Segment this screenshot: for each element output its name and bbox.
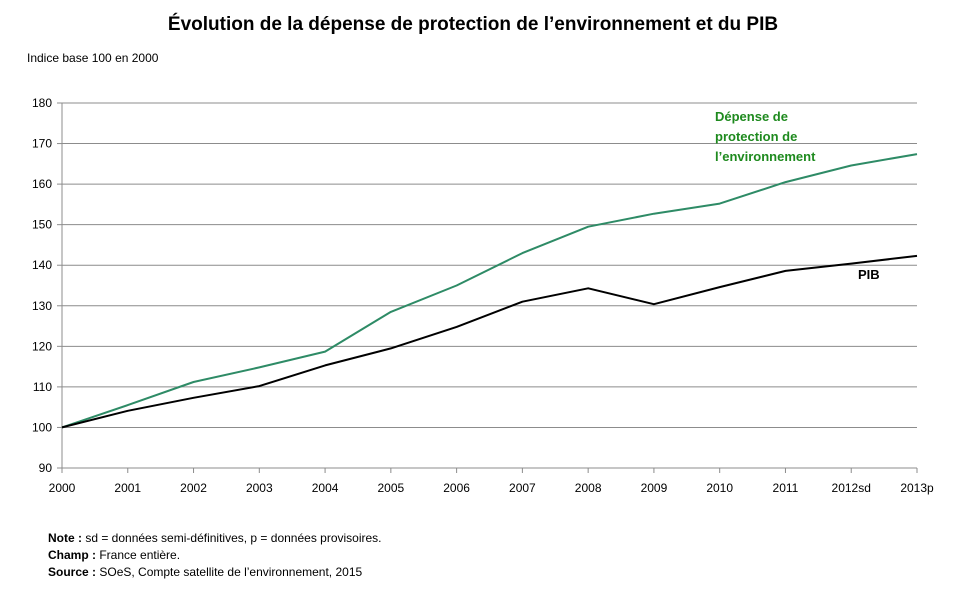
y-tick-label: 140	[32, 258, 52, 272]
series-label-line: PIB	[858, 267, 880, 282]
x-tick-label: 2011	[773, 481, 799, 495]
x-tick-label: 2012sd	[832, 481, 871, 495]
y-tick-labels: 90 100 110 120 130 140 150 160 170 180	[32, 96, 52, 475]
chart-notes: Note : sd = données semi-définitives, p …	[48, 530, 382, 581]
x-tick-label: 2000	[49, 481, 76, 495]
note-label: Note :	[48, 531, 82, 545]
y-tick-label: 110	[33, 380, 52, 394]
x-tick-label: 2006	[443, 481, 470, 495]
note-line: Note : sd = données semi-définitives, p …	[48, 530, 382, 547]
source-text: SOeS, Compte satellite de l’environnemen…	[96, 565, 363, 579]
note-text: sd = données semi-définitives, p = donné…	[82, 531, 382, 545]
x-tick-label: 2003	[246, 481, 273, 495]
champ-label: Champ :	[48, 548, 96, 562]
series-label-line: Dépense de	[715, 109, 788, 124]
x-tick-label: 2005	[377, 481, 404, 495]
series-label-0: Dépense de protection de l’environnement	[715, 109, 816, 164]
axes	[57, 102, 918, 473]
series-label-line: protection de	[715, 129, 797, 144]
x-tick-label: 2002	[180, 481, 207, 495]
series-line-0	[61, 153, 918, 429]
x-tick-label: 2010	[706, 481, 733, 495]
series-label-1: PIB	[858, 267, 880, 282]
x-tick-labels: 2000 2001 2002 2003 2004 2005 2006 2007 2008 2009…	[49, 481, 934, 495]
series-lines	[61, 153, 918, 429]
series-label-line: l’environnement	[715, 149, 816, 164]
source-label: Source :	[48, 565, 97, 579]
source-line: Source : SOeS, Compte satellite de l’env…	[48, 564, 382, 581]
y-axis-label: Indice base 100 en 2000	[27, 51, 159, 65]
x-tick-label: 2009	[641, 481, 668, 495]
x-tick-label: 2013p	[900, 481, 934, 495]
x-tick-label: 2008	[575, 481, 602, 495]
y-tick-label: 100	[32, 420, 52, 434]
series-labels: Dépense de protection de l’environnement PI…	[715, 109, 880, 282]
x-tick-label: 2007	[509, 481, 536, 495]
y-tick-label: 170	[32, 137, 52, 151]
y-tick-label: 150	[32, 218, 52, 232]
y-tick-label: 180	[32, 96, 52, 110]
y-tick-label: 90	[39, 461, 53, 475]
champ-line: Champ : France entière.	[48, 547, 382, 564]
x-tick-label: 2004	[312, 481, 339, 495]
chart-title: Évolution de la dépense de protection de…	[168, 13, 778, 35]
x-tick-label: 2001	[114, 481, 141, 495]
series-line-1	[61, 254, 918, 429]
champ-text: France entière.	[96, 548, 181, 562]
y-tick-label: 120	[32, 339, 52, 353]
y-tick-label: 130	[32, 299, 52, 313]
y-tick-label: 160	[32, 177, 52, 191]
gridlines	[62, 102, 917, 428]
